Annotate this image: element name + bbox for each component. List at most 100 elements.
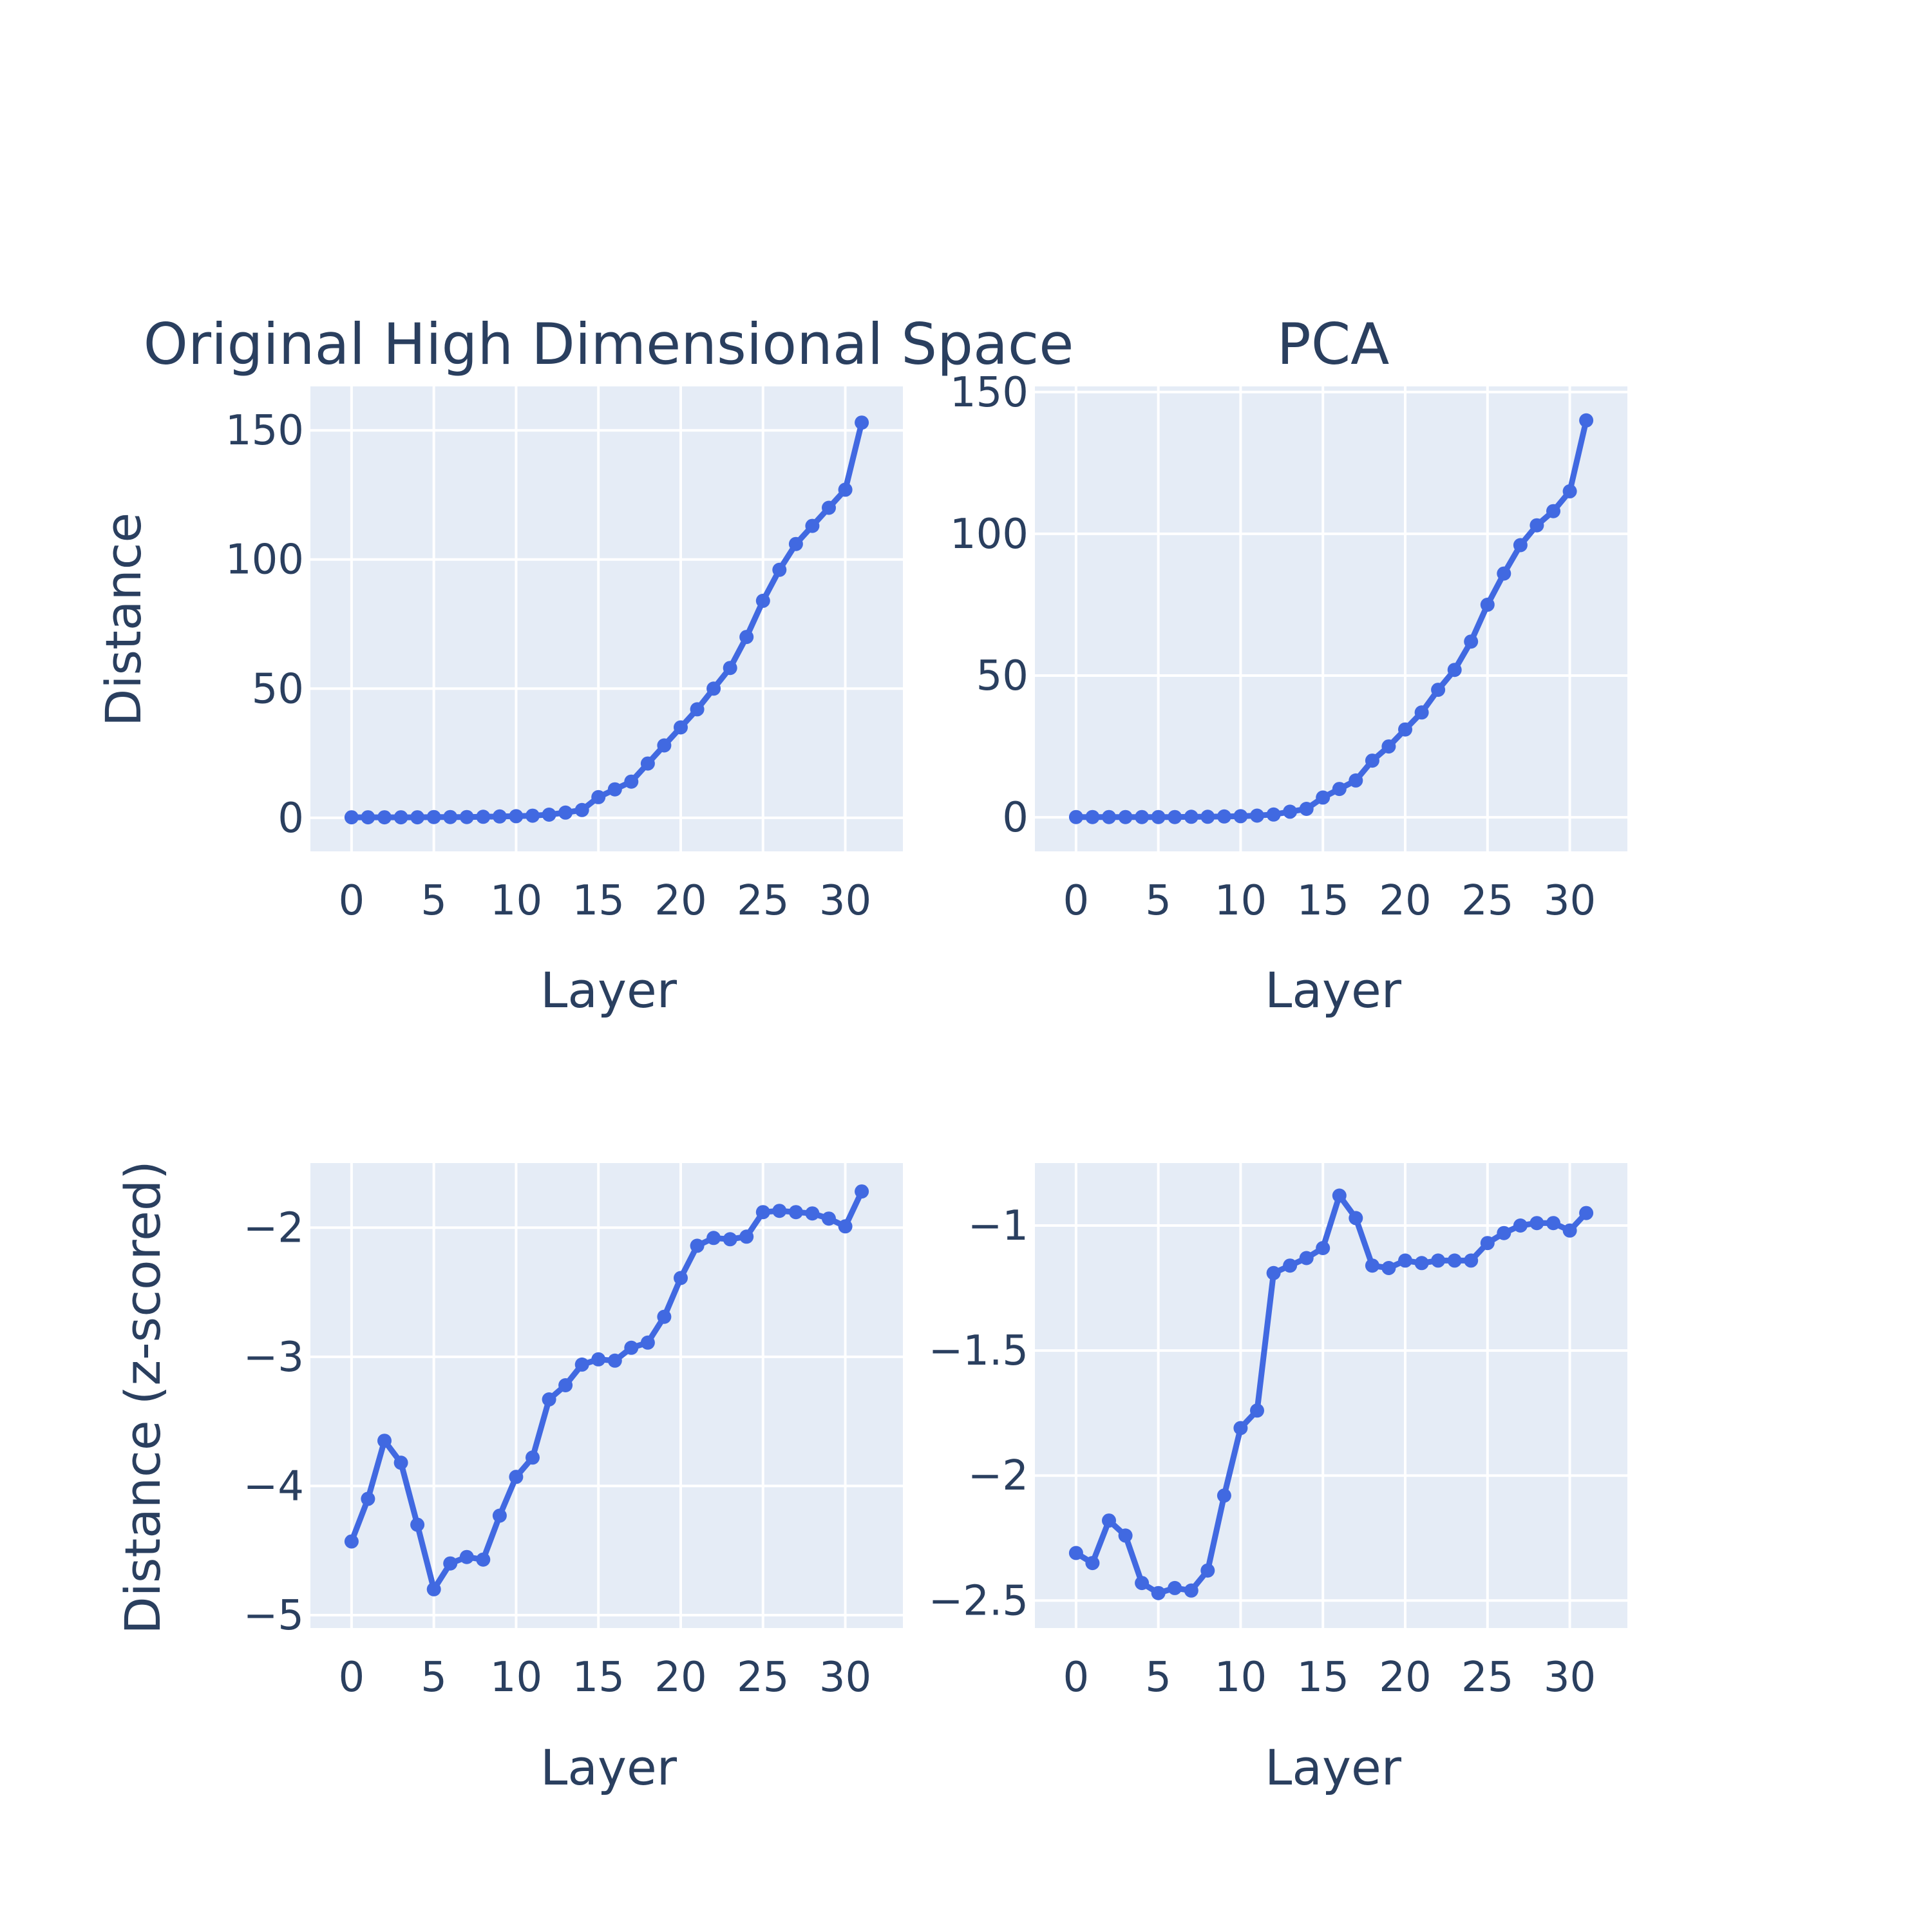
data-point (1217, 809, 1231, 824)
data-point (542, 808, 556, 822)
data-point (640, 756, 655, 771)
y-tick-label: −1.5 (929, 1327, 1028, 1375)
data-point (1250, 808, 1264, 823)
x-tick-label: 15 (1297, 1654, 1349, 1701)
y-tick-label: −4 (243, 1463, 304, 1510)
plot-area-top-left (310, 386, 903, 851)
y-tick-label: 100 (950, 511, 1028, 558)
data-point (772, 562, 787, 577)
data-point (624, 1340, 639, 1355)
data-point (1118, 810, 1133, 824)
data-point (624, 774, 639, 789)
data-point (1316, 1241, 1331, 1255)
data-point (755, 593, 770, 608)
data-point (393, 1455, 408, 1470)
data-point (739, 630, 754, 645)
data-point (1316, 790, 1331, 805)
data-point (1381, 739, 1396, 754)
x-tick-label: 25 (1461, 1654, 1513, 1701)
y-tick-label: 50 (976, 652, 1028, 700)
data-point (1365, 753, 1379, 768)
data-point (526, 808, 540, 823)
data-point (772, 1204, 787, 1218)
x-tick-label: 10 (490, 1654, 542, 1701)
data-point (1168, 810, 1182, 824)
x-axis-label-top-left: Layer (540, 961, 677, 1019)
data-point (1266, 1265, 1281, 1280)
y-tick-label: −2.5 (929, 1577, 1028, 1625)
data-point (1562, 1223, 1577, 1238)
data-point (640, 1335, 655, 1350)
data-point (1184, 810, 1198, 824)
x-tick-label: 20 (654, 877, 706, 925)
data-point (755, 1205, 770, 1220)
data-point (607, 782, 622, 797)
x-tick-label: 30 (1544, 1654, 1596, 1701)
x-tick-label: 5 (421, 1654, 447, 1701)
data-point (1250, 1403, 1264, 1418)
data-point (1497, 1226, 1511, 1240)
data-point (1217, 1488, 1231, 1503)
data-point (607, 1353, 622, 1368)
data-point (1447, 663, 1462, 677)
data-point (1068, 1546, 1083, 1560)
y-tick-label: −3 (243, 1334, 304, 1381)
subplot-top-left: 0 5 10 15 20 25 30 0 50 100 150 (225, 386, 903, 925)
data-point (574, 802, 589, 817)
data-point (838, 482, 853, 497)
data-point (1480, 598, 1495, 612)
y-tick-label: 50 (252, 665, 304, 713)
subplot-bottom-right: 0 5 10 15 20 25 30 −2.5 −2 −1.5 −1 (929, 1163, 1627, 1701)
data-point (542, 1392, 556, 1406)
data-point (459, 1549, 474, 1564)
data-point (1530, 518, 1544, 533)
data-point (492, 809, 507, 824)
subplot-bottom-left: 0 5 10 15 20 25 30 −5 −4 −3 −2 (243, 1163, 903, 1701)
data-point (1102, 1513, 1116, 1528)
data-point (1414, 705, 1429, 720)
data-point (1530, 1216, 1544, 1231)
data-point (1579, 413, 1594, 428)
data-point (591, 1352, 606, 1367)
data-point (1464, 1253, 1479, 1268)
data-point (1332, 1188, 1347, 1203)
data-point (526, 1450, 540, 1465)
y-tick-label: 0 (1002, 794, 1028, 842)
data-point (1546, 504, 1560, 518)
data-point (1266, 807, 1281, 822)
data-point (1381, 1261, 1396, 1275)
x-axis-label-top-right: Layer (1265, 961, 1402, 1019)
data-point (1299, 1251, 1314, 1265)
data-point (657, 738, 672, 753)
x-tick-label: 0 (1063, 877, 1090, 925)
x-tick-label: 20 (1379, 1654, 1431, 1701)
data-point (443, 1556, 458, 1571)
x-tick-label: 15 (573, 877, 625, 925)
x-tick-label: 15 (573, 1654, 625, 1701)
data-point (410, 1517, 425, 1532)
data-point (1085, 1556, 1100, 1571)
data-point (723, 1232, 737, 1247)
data-point (426, 1582, 441, 1596)
data-point (1102, 810, 1116, 824)
plot-area-top-right (1035, 386, 1627, 851)
data-point (838, 1219, 853, 1234)
data-point (690, 702, 705, 717)
data-point (426, 810, 441, 824)
data-point (361, 810, 375, 825)
data-point (492, 1508, 507, 1523)
x-tick-label: 30 (819, 1654, 871, 1701)
data-point (1151, 1586, 1166, 1600)
x-tick-label: 0 (339, 1654, 365, 1701)
data-point (1497, 566, 1511, 581)
data-point (1464, 634, 1479, 649)
y-axis-label-bottom: Distance (z-scored) (114, 1160, 171, 1634)
data-point (1283, 1258, 1298, 1273)
data-point (706, 681, 721, 696)
x-tick-label: 0 (339, 877, 365, 925)
x-tick-label: 5 (1145, 1654, 1171, 1701)
subplot-top-right: 0 5 10 15 20 25 30 0 50 100 150 (950, 369, 1627, 925)
data-point (1233, 1421, 1248, 1435)
data-point (1431, 683, 1446, 697)
data-point (509, 809, 524, 824)
